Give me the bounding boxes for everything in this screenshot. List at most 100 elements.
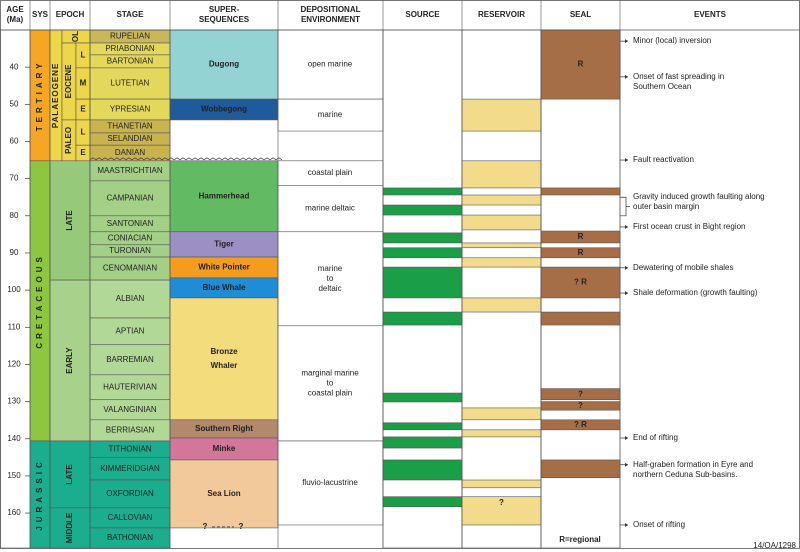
stage-label: APTIAN bbox=[116, 326, 145, 335]
interval bbox=[461, 242, 542, 249]
column-header: EPOCH bbox=[56, 10, 85, 19]
interval-label: R bbox=[578, 248, 584, 257]
age-tick-label: 120 bbox=[7, 360, 21, 369]
column-header-line: EVENTS bbox=[694, 10, 727, 19]
event-line: Minor (local) inversion bbox=[633, 36, 711, 45]
interval bbox=[382, 204, 463, 216]
interval bbox=[461, 194, 542, 206]
supersequence-label: Southern Right bbox=[195, 424, 253, 433]
subepoch-label: L bbox=[81, 128, 86, 137]
interval bbox=[382, 311, 463, 326]
environment-label-line: deltaic bbox=[318, 284, 341, 293]
event-line: northern Ceduna Sub-basins. bbox=[633, 470, 738, 479]
column-header-line: (Ma) bbox=[7, 15, 24, 24]
environment-label: marginal marine to coastal plain bbox=[301, 368, 359, 397]
environment-label-line: marine bbox=[318, 264, 343, 273]
event-arrowhead bbox=[625, 224, 628, 229]
interval bbox=[461, 214, 542, 231]
age-tick-label: 50 bbox=[10, 99, 19, 108]
event-label: End of rifting bbox=[633, 433, 678, 442]
age-tick-label: 90 bbox=[10, 248, 19, 257]
subepoch-label: L bbox=[81, 51, 86, 60]
supersequence-label: Blue Whale bbox=[202, 283, 246, 292]
event-arrowhead bbox=[625, 265, 628, 270]
column-header: SUPER-SEQUENCES bbox=[199, 5, 250, 24]
stage-label: BARTONIAN bbox=[107, 57, 154, 66]
event-line: Fault reactivation bbox=[633, 155, 694, 164]
supersequence-label: Hammerhead bbox=[199, 191, 250, 200]
environment-label-line: marine deltaic bbox=[305, 204, 355, 213]
environment-label-line: coastal plain bbox=[308, 168, 352, 177]
event-label: Gravity induced growth faulting along out… bbox=[633, 192, 765, 211]
environment-label: marine deltaic bbox=[305, 204, 355, 213]
subepoch-label: M bbox=[80, 79, 87, 88]
age-tick-label: 100 bbox=[7, 285, 21, 294]
column-header-line: SYS bbox=[32, 10, 49, 19]
age-tick-label: 140 bbox=[7, 434, 21, 443]
stage-label: RUPELIAN bbox=[110, 32, 150, 41]
column-header-line: SUPER- bbox=[209, 5, 240, 14]
age-tick-label: 160 bbox=[7, 508, 21, 517]
stage-label: DANIAN bbox=[115, 148, 145, 157]
age-column bbox=[0, 29, 31, 549]
age-tick-label: 70 bbox=[10, 174, 19, 183]
column-header: SYS bbox=[32, 10, 49, 19]
epoch-label: LATE bbox=[65, 464, 74, 485]
supersequence-label: Wobbegong bbox=[201, 105, 247, 114]
environment-label-line: to bbox=[327, 274, 334, 283]
interval bbox=[277, 440, 384, 526]
column-header-line: SEQUENCES bbox=[199, 15, 250, 24]
interval bbox=[89, 67, 171, 100]
supersequence-label: Tiger bbox=[214, 240, 233, 249]
age-tick-label: 150 bbox=[7, 471, 21, 480]
stage-label: BERRIASIAN bbox=[106, 426, 155, 435]
environment-label: fluvio-lacustrine bbox=[302, 478, 358, 487]
column-header: SEAL bbox=[570, 10, 591, 19]
supersequence-word: Bronze bbox=[210, 347, 238, 356]
system-label: TERTIARY bbox=[35, 60, 44, 132]
interval-label: ? bbox=[578, 389, 583, 398]
supersequence-label: White Pointer bbox=[198, 263, 250, 272]
interval bbox=[169, 459, 279, 529]
stage-label: THANETIAN bbox=[107, 122, 153, 131]
interval bbox=[540, 459, 621, 479]
interval bbox=[461, 98, 542, 132]
supersequence-label: Sea Lion bbox=[207, 489, 240, 498]
stage-label: LUTETIAN bbox=[111, 79, 150, 88]
interval bbox=[461, 429, 542, 438]
column-header-line: ENVIRONMENT bbox=[301, 15, 360, 24]
stage-label: KIMMERIDGIAN bbox=[100, 464, 160, 473]
event-arrowhead bbox=[625, 74, 628, 79]
interval bbox=[382, 392, 463, 403]
stage-label: HAUTERIVIAN bbox=[103, 382, 157, 391]
environment-label-line: marine bbox=[318, 110, 343, 119]
age-tick-label: 130 bbox=[7, 397, 21, 406]
supersequence-word: Whaler bbox=[211, 361, 238, 370]
interval bbox=[382, 187, 463, 196]
interval bbox=[382, 266, 463, 299]
epoch-label: LATE bbox=[65, 210, 74, 231]
interval bbox=[540, 29, 621, 100]
stage-label: SELANDIAN bbox=[107, 134, 153, 143]
event-arrowhead bbox=[625, 436, 628, 441]
interval bbox=[461, 297, 542, 313]
event-arrowhead bbox=[625, 291, 628, 296]
event-label: Half-graben formation in Eyre and norther… bbox=[633, 460, 753, 479]
system-label: JURASSIC bbox=[35, 458, 44, 530]
query-mark: ? bbox=[239, 522, 244, 531]
column-header: SOURCE bbox=[405, 10, 440, 19]
event-line: Half-graben formation in Eyre and bbox=[633, 460, 753, 469]
event-label: Shale deformation (growth faulting) bbox=[633, 288, 758, 297]
stage-label: TURONIAN bbox=[109, 246, 151, 255]
column-header-line: AGE bbox=[6, 5, 24, 14]
event-arrowhead bbox=[625, 158, 628, 163]
interval bbox=[169, 160, 279, 233]
figure-code: 14/OA/1298 bbox=[753, 541, 796, 550]
interval bbox=[461, 479, 542, 489]
event-label: Onset of fast spreading in Southern Ocean bbox=[633, 72, 724, 91]
stage-label: SANTONIAN bbox=[107, 219, 154, 228]
interval-label: R bbox=[578, 60, 584, 69]
interval bbox=[382, 232, 463, 244]
age-tick-label: 110 bbox=[8, 322, 21, 331]
